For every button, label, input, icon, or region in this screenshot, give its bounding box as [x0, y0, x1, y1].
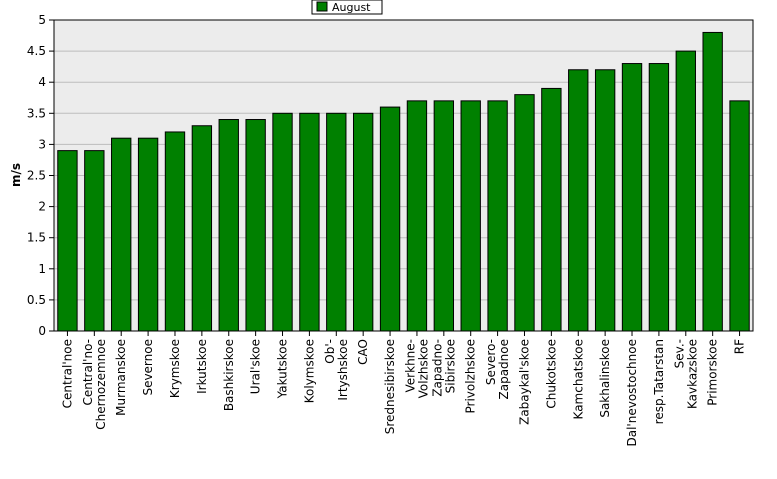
x-tick-label: Zabaykal'skoe — [517, 339, 531, 425]
x-tick-label: RF — [733, 339, 747, 354]
y-axis-label: m/s — [9, 163, 23, 187]
bar — [379, 106, 401, 332]
y-tick-label: 0 — [38, 324, 46, 338]
x-tick-label: Krymskoe — [168, 339, 182, 398]
y-tick-label: 3.5 — [27, 106, 46, 120]
x-tick-label: Ural'skoe — [249, 339, 263, 394]
legend-box — [311, 0, 383, 15]
bar — [191, 125, 213, 332]
bar — [406, 100, 428, 332]
x-tick-label: Severnoe — [141, 339, 155, 396]
x-tick-labels: Central'noe Central'no- Chernozemnoe Murman… — [60, 339, 746, 447]
x-tick-label: Central'noe — [60, 339, 74, 408]
bar — [729, 100, 750, 332]
bar — [272, 112, 293, 332]
bar — [299, 112, 320, 332]
y-tick-label: 3 — [38, 137, 46, 151]
y-tick-label: 2.5 — [27, 169, 46, 183]
bar — [245, 119, 266, 332]
x-tick-label: Ob'- — [323, 339, 337, 364]
bar — [487, 100, 508, 332]
y-tick-label: 0.5 — [27, 293, 46, 307]
bar — [594, 69, 616, 332]
x-tick-label: Primorskoe — [706, 339, 720, 406]
x-tick-label: Irtyshskoe — [336, 339, 350, 401]
y-tick-label: 1.5 — [27, 231, 46, 245]
x-tick-label: resp.Tatarstan — [652, 339, 666, 424]
x-tick-label: Chernozemnoe — [94, 339, 108, 430]
x-tick-label: Central'no- — [81, 339, 95, 406]
x-tick-label: Murmanskoe — [114, 339, 128, 416]
x-tick-label: Dal'nevostochnoe — [625, 339, 639, 447]
x-tick-label: Zapadnoe — [497, 339, 511, 400]
bar — [621, 63, 643, 332]
x-tick-label: Sibirskoe — [443, 339, 457, 393]
bar — [352, 112, 374, 332]
bars — [57, 31, 750, 332]
x-tick-label: Kavkazskoe — [685, 339, 699, 409]
bar — [164, 131, 186, 332]
y-tick-label: 5 — [38, 13, 46, 27]
axes — [49, 19, 754, 336]
x-tick-label: Irkutskoe — [195, 339, 209, 394]
bar — [218, 119, 239, 332]
y-tick-labels: 0 0.5 1 1.5 2 2.5 3 3.5 4 4.5 5 — [27, 13, 46, 338]
legend: August — [311, 0, 383, 15]
x-tick-label: CAO — [356, 339, 370, 365]
bar — [137, 137, 159, 332]
x-tick-label: Zapadno- — [430, 339, 444, 397]
x-tick-label: Sev.- — [672, 339, 686, 368]
bar — [84, 150, 105, 332]
x-tick-label: Bashkirskoe — [222, 339, 236, 411]
x-tick-label: Volzhskoe — [416, 339, 430, 398]
x-tick-label: Severo- — [484, 339, 498, 385]
x-tick-label: Chukotskoe — [544, 339, 558, 409]
plot-border — [53, 19, 754, 332]
x-tick-label: Kolymskoe — [302, 339, 316, 403]
bar — [514, 94, 535, 332]
bar — [57, 150, 78, 332]
legend-entry-august: August — [332, 1, 371, 14]
bar — [648, 63, 670, 332]
bar — [326, 112, 347, 332]
bar — [111, 137, 132, 332]
legend-swatch — [316, 1, 328, 12]
bar — [675, 50, 696, 332]
y-tick-label: 4 — [38, 75, 46, 89]
x-tick-label: Yakutskoe — [276, 339, 290, 399]
bar — [702, 31, 723, 332]
bar — [433, 100, 455, 332]
bar — [568, 69, 589, 332]
y-tick-label: 4.5 — [27, 44, 46, 58]
y-tick-label: 2 — [38, 200, 46, 214]
x-tick-label: Privolzhskoe — [464, 339, 478, 413]
x-tick-label: Sakhalinskoe — [598, 339, 612, 418]
x-tick-label: Verkhne- — [403, 339, 417, 392]
x-tick-label: Srednesibirskoe — [383, 339, 397, 434]
x-tick-label: Kamchatskoe — [571, 339, 585, 419]
bar — [541, 87, 562, 332]
bar — [460, 100, 481, 332]
y-tick-label: 1 — [38, 262, 46, 276]
